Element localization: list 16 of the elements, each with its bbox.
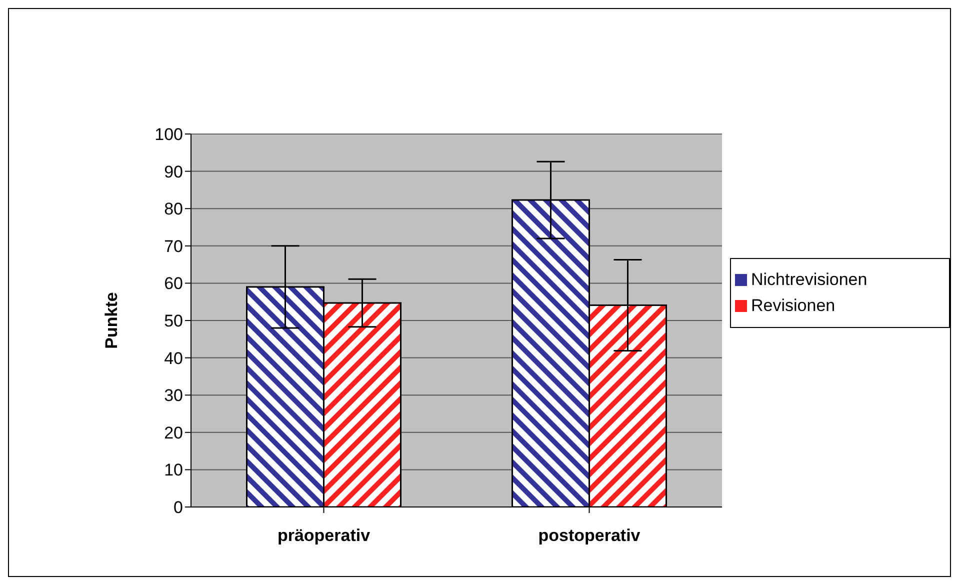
legend-label: Revisionen — [751, 296, 836, 314]
y-tick-label: 90 — [164, 162, 183, 182]
y-axis-title: Punkte — [102, 292, 122, 349]
y-tick-label: 80 — [164, 200, 183, 219]
y-tick-label: 10 — [164, 460, 183, 480]
y-tick-label: 20 — [164, 423, 183, 442]
y-tick-label: 0 — [174, 498, 183, 518]
y-tick-label: 100 — [154, 125, 183, 144]
y-tick-label: 30 — [164, 386, 183, 406]
y-tick-label: 70 — [164, 236, 183, 256]
x-tick-label: präoperativ — [277, 526, 371, 546]
y-tick-label: 60 — [164, 274, 183, 294]
legend-label: Nichtrevisionen — [751, 270, 868, 288]
y-tick-label: 50 — [164, 312, 183, 331]
x-tick-label: postoperativ — [538, 526, 641, 546]
y-tick-label: 40 — [164, 348, 183, 368]
